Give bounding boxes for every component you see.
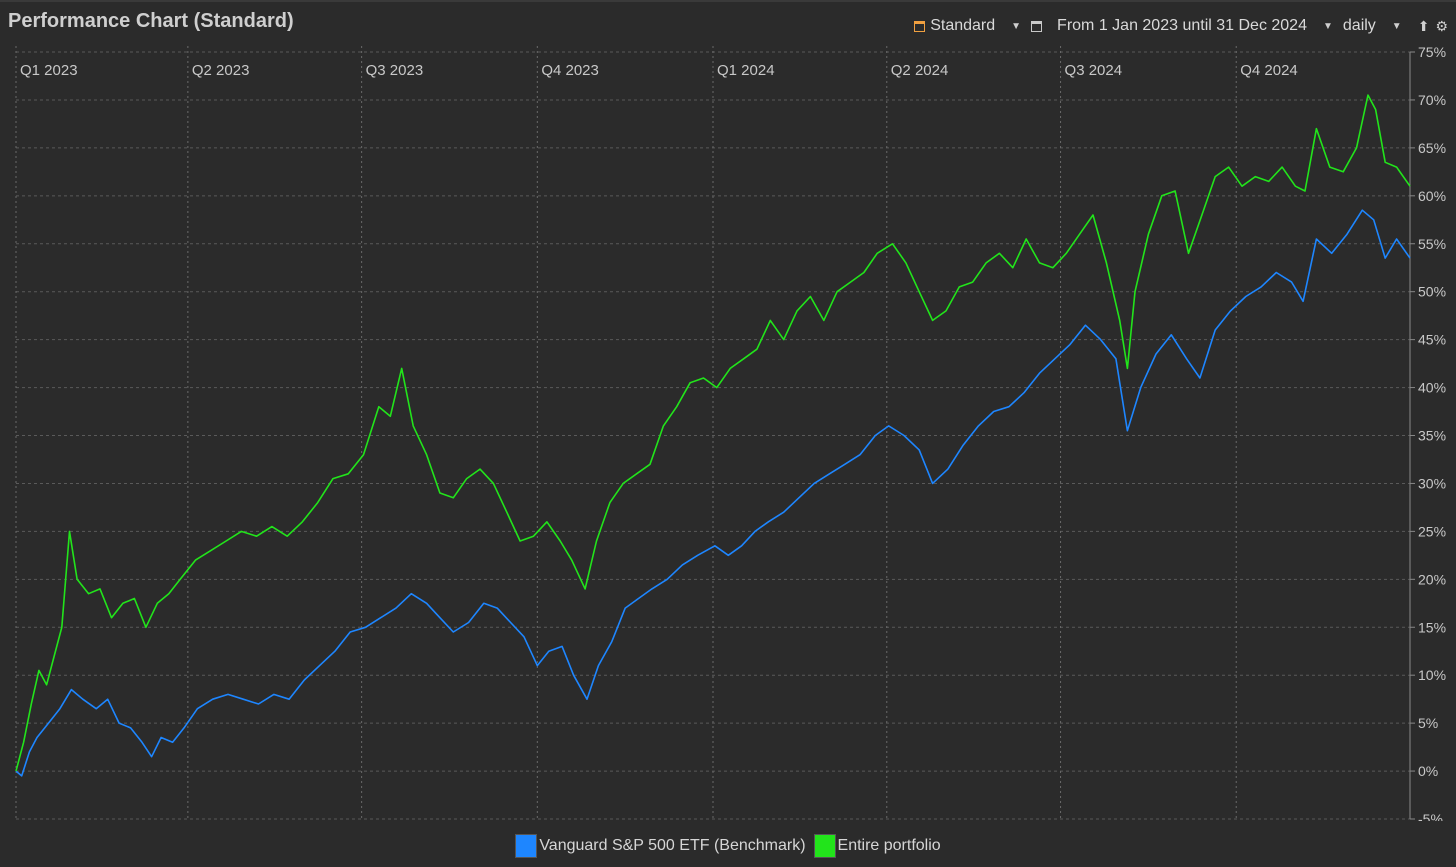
y-tick-label: 30%: [1418, 475, 1446, 491]
legend-swatch-benchmark: [515, 834, 538, 858]
y-tick-label: 15%: [1418, 619, 1446, 635]
x-tick-label: Q4 2023: [541, 62, 599, 79]
export-icon[interactable]: ⬆: [1417, 17, 1430, 34]
chevron-down-icon[interactable]: ▼: [1391, 20, 1402, 32]
y-tick-label: -5%: [1418, 811, 1443, 821]
chart-config-icon: [914, 20, 926, 32]
y-tick-label: 60%: [1418, 188, 1446, 204]
x-tick-label: Q2 2024: [891, 62, 949, 79]
chart-legend: Vanguard S&P 500 ETF (Benchmark) Entire …: [0, 834, 1456, 858]
y-tick-label: 40%: [1418, 380, 1446, 396]
period-dropdown[interactable]: From 1 Jan 2023 until 31 Dec 2024 ▼: [1031, 17, 1333, 35]
chart-config-label: Standard: [930, 17, 996, 34]
page-title: Performance Chart (Standard): [8, 10, 294, 32]
chevron-down-icon[interactable]: ▼: [1011, 20, 1022, 32]
y-tick-label: 25%: [1418, 523, 1446, 539]
chart-config-dropdown[interactable]: Standard ▼: [914, 17, 1021, 35]
series-line-portfolio: [15, 94, 1411, 772]
y-tick-label: 0%: [1418, 763, 1438, 779]
y-tick-label: 35%: [1418, 428, 1446, 444]
legend-label-portfolio: Entire portfolio: [837, 837, 941, 854]
period-label: From 1 Jan 2023 until 31 Dec 2024: [1057, 17, 1307, 34]
x-tick-label: Q4 2024: [1240, 62, 1298, 79]
legend-item-benchmark[interactable]: Vanguard S&P 500 ETF (Benchmark): [515, 834, 806, 858]
y-tick-label: 75%: [1418, 46, 1446, 60]
y-tick-label: 20%: [1418, 571, 1446, 587]
series-line-benchmark: [15, 209, 1411, 777]
performance-chart: -5% 0% 5% 10% 15% 20% 25% 30% 35% 40% 45% 50% 55% 60%…: [0, 44, 1456, 827]
y-tick-label: 10%: [1418, 667, 1446, 683]
legend-swatch-portfolio: [813, 834, 836, 858]
legend-label-benchmark: Vanguard S&P 500 ETF (Benchmark): [539, 837, 806, 854]
chevron-down-icon[interactable]: ▼: [1322, 20, 1333, 32]
chart-toolbar: Standard ▼ From 1 Jan 2023 until 31 Dec …: [914, 12, 1456, 40]
y-tick-label: 45%: [1418, 332, 1446, 348]
y-tick-label: 70%: [1418, 92, 1446, 108]
interval-dropdown[interactable]: daily ▼: [1343, 17, 1402, 35]
y-tick-label: 50%: [1418, 284, 1446, 300]
legend-item-portfolio[interactable]: Entire portfolio: [813, 834, 941, 858]
interval-label: daily: [1342, 17, 1376, 34]
window-top-border: [0, 0, 1456, 2]
y-tick-label: 65%: [1418, 140, 1446, 156]
x-tick-label: Q3 2023: [366, 62, 424, 79]
x-tick-label: Q2 2023: [192, 62, 250, 79]
performance-chart-svg: -5% 0% 5% 10% 15% 20% 25% 30% 35% 40% 45% 50% 55% 60%…: [15, 44, 1446, 827]
x-tick-label: Q1 2024: [717, 62, 775, 79]
y-tick-label: 55%: [1418, 236, 1446, 252]
x-tick-label: Q1 2023: [20, 62, 78, 79]
y-tick-label: 5%: [1418, 715, 1438, 731]
calendar-icon: [1031, 20, 1043, 32]
x-tick-label: Q3 2024: [1065, 62, 1123, 79]
gear-icon[interactable]: ⚙: [1435, 17, 1448, 34]
